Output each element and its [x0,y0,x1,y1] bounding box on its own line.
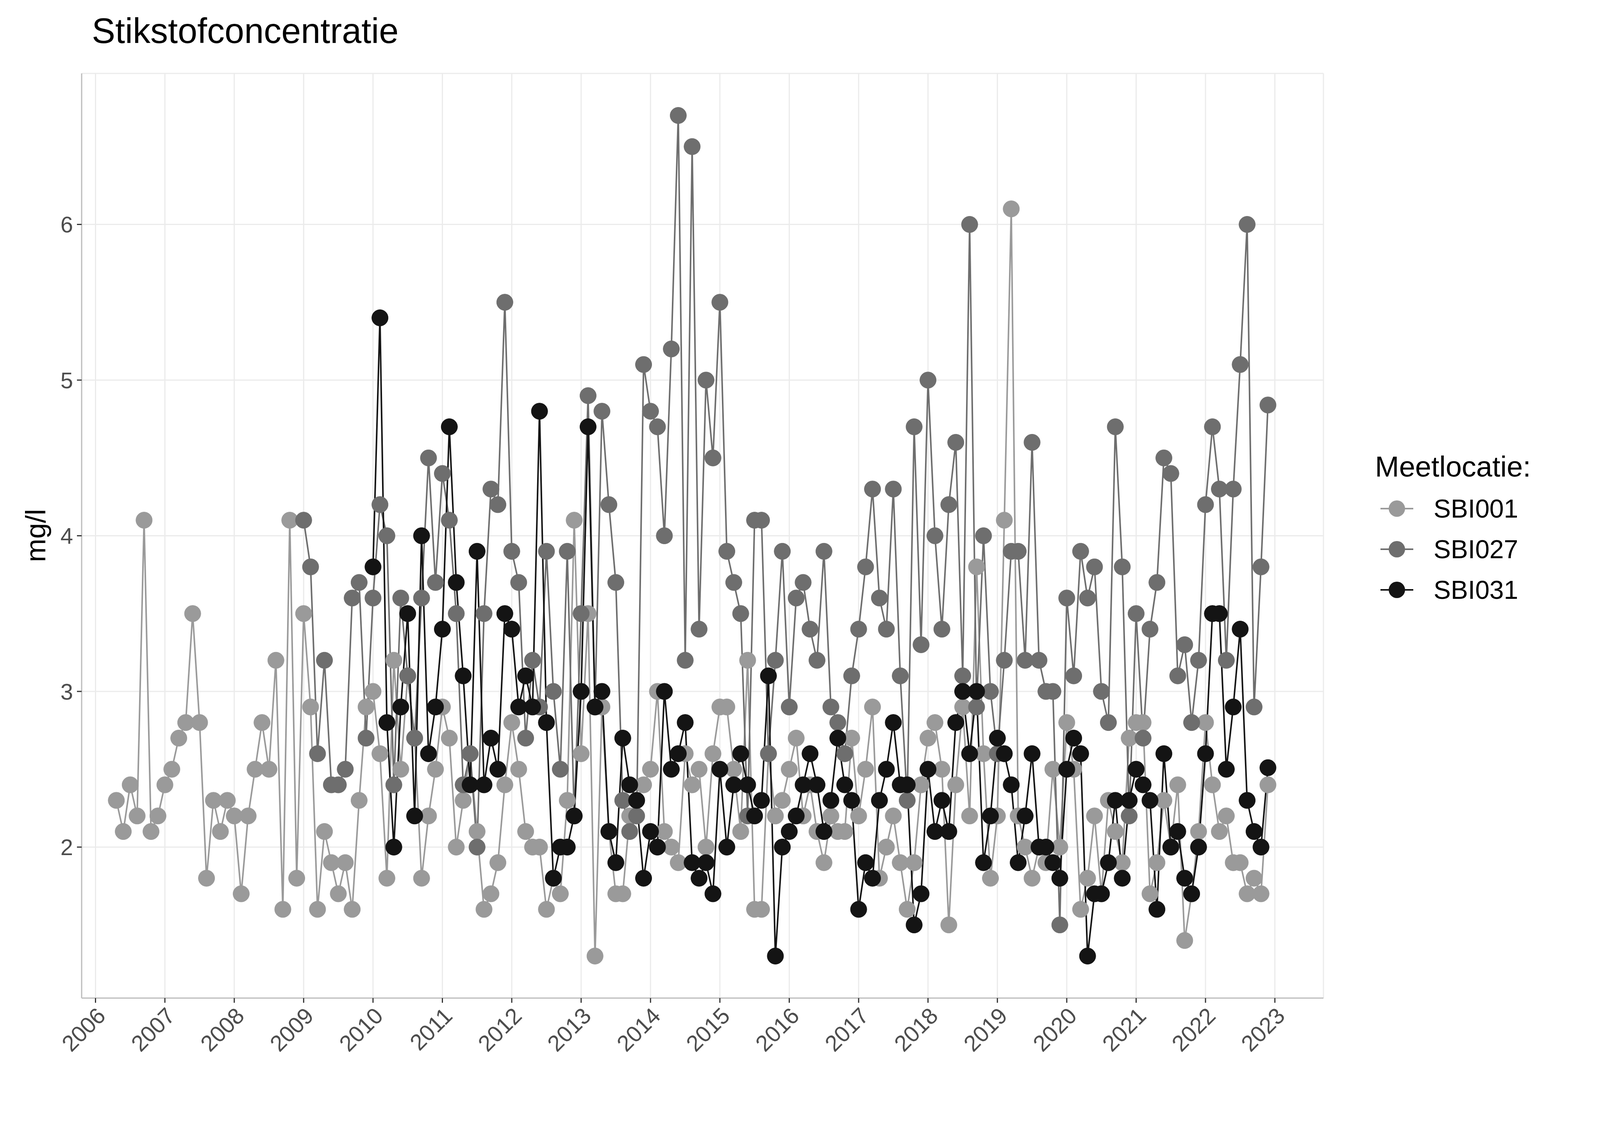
svg-text:2015: 2015 [680,1002,735,1057]
svg-text:4: 4 [60,523,74,549]
svg-text:2020: 2020 [1027,1002,1082,1057]
svg-text:2023: 2023 [1235,1002,1290,1057]
html-text:mg/l: mg/l [19,508,52,563]
svg-text:2010: 2010 [333,1002,388,1057]
svg-text:3: 3 [60,678,74,705]
html-text:SBI027: SBI027 [1433,534,1519,564]
svg-text:2009: 2009 [264,1002,319,1057]
svg-text:2021: 2021 [1097,1002,1151,1057]
svg-text:2022: 2022 [1166,1002,1220,1057]
svg-text:6: 6 [60,211,74,238]
html-text:SBI001: SBI001 [1433,494,1519,524]
svg-text:2017: 2017 [819,1002,874,1057]
svg-text:2011: 2011 [404,1002,458,1056]
html-text:Meetlocatie:: Meetlocatie: [1375,450,1531,483]
svg-text:2014: 2014 [611,1002,666,1057]
svg-text:2: 2 [60,834,74,860]
svg-text:2013: 2013 [542,1002,596,1057]
svg-text:2008: 2008 [195,1002,249,1057]
svg-text:5: 5 [60,367,74,393]
svg-text:2006: 2006 [56,1002,111,1057]
html-text:SBI031: SBI031 [1433,575,1519,605]
svg-text:2018: 2018 [889,1002,943,1057]
html-text:Stikstofconcentratie: Stikstofconcentratie [91,11,399,51]
svg-text:2007: 2007 [126,1002,180,1057]
svg-text:2016: 2016 [750,1002,804,1057]
svg-text:2012: 2012 [473,1002,527,1057]
svg-text:2019: 2019 [958,1002,1013,1057]
